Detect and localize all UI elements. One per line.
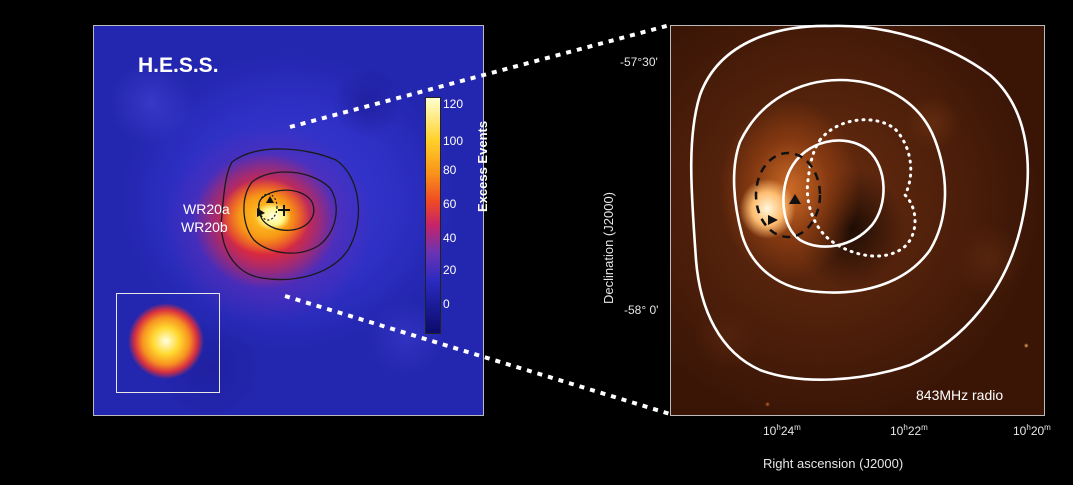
right-dec-tick: -57°30' bbox=[620, 55, 658, 69]
wr20b-marker bbox=[257, 208, 265, 217]
left-ra-tick: 10h30m bbox=[84, 421, 123, 436]
best-fit-cross bbox=[278, 205, 290, 216]
colorbar-tick-60: 60 bbox=[443, 197, 457, 211]
hess-title: H.E.S.S. bbox=[138, 54, 219, 77]
radio-wr20a-marker bbox=[789, 194, 801, 204]
contour-outer bbox=[220, 148, 360, 281]
right-ra-tick: 10h22m bbox=[890, 423, 928, 438]
colorbar bbox=[425, 97, 441, 334]
contour-middle bbox=[243, 171, 337, 254]
colorbar-tick-20: 20 bbox=[443, 263, 457, 277]
psf-inset bbox=[116, 293, 220, 393]
left-ra-tick: 10h25m bbox=[217, 421, 256, 436]
radio-contour-outer bbox=[689, 24, 1030, 381]
radio-dashed-ellipse bbox=[754, 151, 822, 239]
right-y-axis-title: Declination (J2000) bbox=[601, 191, 616, 304]
source-label-wr20a: WR20a bbox=[183, 201, 230, 217]
radio-caption: 843MHz radio bbox=[916, 387, 1004, 403]
source-label-wr20b: WR20b bbox=[181, 219, 228, 235]
colorbar-tick-120: 120 bbox=[443, 97, 464, 111]
left-dec-tick: -57° 0' bbox=[44, 53, 80, 67]
radio-wr20b-marker bbox=[768, 215, 778, 225]
radio-contour-inner bbox=[782, 139, 885, 248]
right-ra-tick: 10h20m bbox=[1013, 423, 1051, 438]
wr20a-marker bbox=[266, 196, 274, 203]
radio-contour-middle bbox=[732, 78, 947, 294]
colorbar-tick-80: 80 bbox=[443, 163, 457, 177]
right-ra-tick: 10h24m bbox=[763, 423, 801, 438]
left-dec-tick: -58° 0' bbox=[44, 250, 80, 264]
colorbar-tick-0: 0 bbox=[443, 297, 450, 311]
left-dec-tick: -57°30' bbox=[40, 153, 79, 167]
left-dec-tick: -58°30' bbox=[40, 347, 79, 361]
right-x-axis-title: Right ascension (J2000) bbox=[763, 456, 904, 471]
left-ra-tick: 10h20m bbox=[350, 421, 389, 436]
right-dec-tick: -58° 0' bbox=[624, 303, 659, 317]
colorbar-tick-40: 40 bbox=[443, 231, 457, 245]
left-x-axis-title: Right ascension (J2000) bbox=[190, 445, 351, 461]
radio-dotted-contour bbox=[805, 118, 917, 258]
position-error-ellipse bbox=[258, 193, 278, 221]
colorbar-tick-100: 100 bbox=[443, 134, 464, 148]
